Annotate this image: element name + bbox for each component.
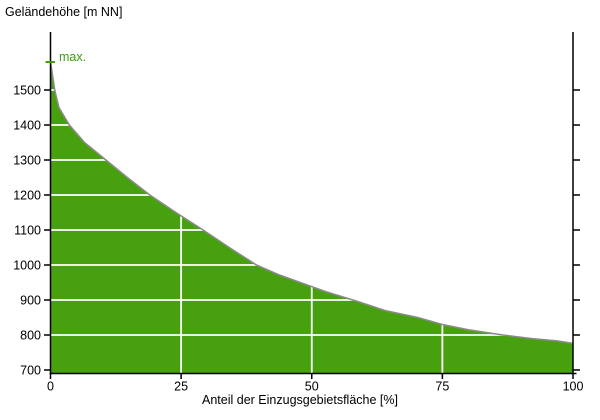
x-tick-label: 50 — [305, 380, 319, 394]
x-tick-label: 100 — [563, 380, 584, 394]
curve-outline — [49, 61, 574, 345]
x-tick-label: 0 — [47, 380, 54, 394]
x-tick-label: 25 — [174, 380, 188, 394]
y-axis-title: Geländehöhe [m NN] — [5, 5, 123, 19]
y-tick-label: 1500 — [13, 84, 41, 98]
y-tick-label: 1200 — [13, 189, 41, 203]
y-tick-label: 1100 — [14, 224, 41, 238]
y-tick-label: 900 — [20, 294, 41, 308]
y-tick-label: 1000 — [13, 259, 41, 273]
axes — [44, 32, 580, 379]
x-axis-label: Anteil der Einzugsgebietsfläche [%] — [202, 393, 398, 407]
y-tick-label: 1400 — [13, 119, 41, 133]
max-annotation: max. — [59, 50, 87, 64]
y-tick-label: 1300 — [13, 154, 41, 168]
y-tick-label: 800 — [20, 329, 41, 343]
x-tick-label: 75 — [435, 380, 449, 394]
y-tick-label: 700 — [20, 364, 41, 378]
